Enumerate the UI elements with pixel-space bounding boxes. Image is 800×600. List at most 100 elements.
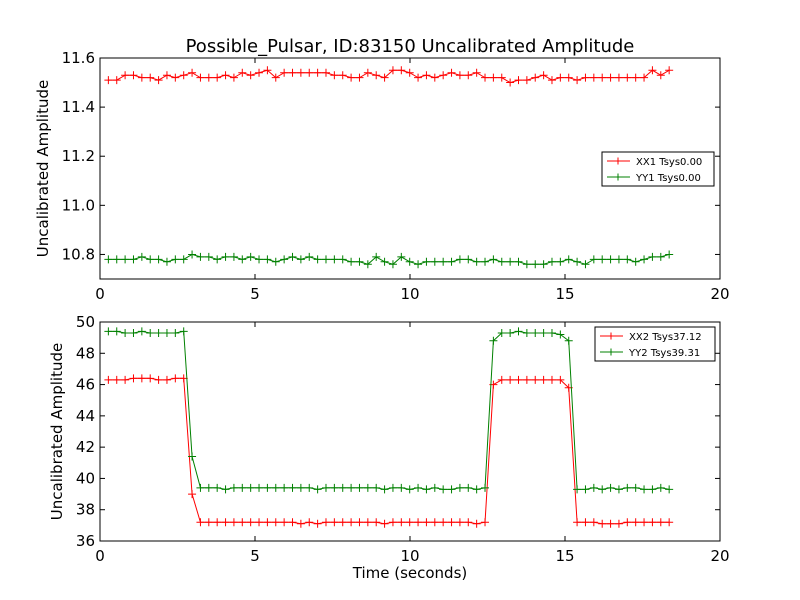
data-point (648, 66, 657, 75)
data-point (422, 71, 431, 80)
data-point (531, 328, 540, 337)
y-tick-label: 48 (76, 344, 95, 362)
data-point (547, 328, 556, 337)
data-point (623, 518, 632, 527)
data-point (330, 71, 339, 80)
data-point (598, 73, 607, 82)
data-point (355, 73, 364, 82)
data-point (121, 255, 130, 264)
data-point (380, 485, 389, 494)
data-point (255, 483, 264, 492)
data-point (338, 483, 347, 492)
data-point (188, 250, 197, 259)
data-point (414, 73, 423, 82)
data-point (665, 485, 674, 494)
data-point (556, 73, 565, 82)
data-point (481, 73, 490, 82)
y-tick-label: 36 (76, 532, 95, 550)
legend-label: YY2 Tsys39.31 (628, 348, 700, 359)
data-point (581, 485, 590, 494)
data-point (280, 255, 289, 264)
data-point (171, 73, 180, 82)
data-point (280, 518, 289, 527)
y-tick-label: 40 (76, 469, 95, 487)
data-point (640, 518, 649, 527)
series-1 (104, 250, 674, 269)
data-point (547, 257, 556, 266)
data-point (497, 328, 506, 337)
data-point (204, 483, 213, 492)
data-point (296, 255, 305, 264)
data-point (271, 518, 280, 527)
data-point (564, 255, 573, 264)
data-point (196, 518, 205, 527)
data-point (137, 374, 146, 383)
data-point (171, 255, 180, 264)
legend-box (601, 151, 715, 187)
legend-label: XX2 Tsys37.12 (629, 332, 702, 343)
data-point (573, 257, 582, 266)
data-point (514, 375, 523, 384)
data-point (648, 518, 657, 527)
x-axis-label: Time (seconds) (352, 564, 468, 582)
data-point (464, 483, 473, 492)
data-point (631, 483, 640, 492)
y-tick-label: 42 (76, 438, 95, 456)
x-tick-label: 10 (400, 285, 419, 303)
data-point (171, 328, 180, 337)
x-tick-label: 5 (250, 547, 260, 565)
data-point (271, 257, 280, 266)
data-point (414, 518, 423, 527)
data-point (388, 483, 397, 492)
data-point (162, 328, 171, 337)
data-point (531, 73, 540, 82)
data-point (363, 483, 372, 492)
data-point (296, 483, 305, 492)
data-point (522, 328, 531, 337)
data-point (313, 255, 322, 264)
data-point (464, 71, 473, 80)
data-point (447, 257, 456, 266)
data-point (388, 66, 397, 75)
data-point (280, 483, 289, 492)
y-axis-label: Uncalibrated Amplitude (48, 343, 66, 520)
data-point (614, 73, 623, 82)
data-point (547, 375, 556, 384)
data-point (188, 490, 197, 499)
data-point (439, 518, 448, 527)
y-tick-label: 11.2 (62, 147, 95, 165)
data-point (606, 255, 615, 264)
data-point (665, 518, 674, 527)
series-0 (104, 66, 674, 87)
legend: XX1 Tsys0.00 YY1 Tsys0.00 (601, 151, 715, 187)
data-point (162, 71, 171, 80)
data-point (455, 71, 464, 80)
x-tick-label: 20 (710, 547, 729, 565)
y-tick-label: 10.8 (62, 245, 95, 263)
data-point (213, 73, 222, 82)
data-point (188, 68, 197, 77)
data-point (380, 257, 389, 266)
data-point (146, 374, 155, 383)
data-point (564, 336, 573, 345)
data-point (229, 73, 238, 82)
data-point (648, 485, 657, 494)
data-point (347, 73, 356, 82)
data-point (154, 76, 163, 85)
data-point (581, 73, 590, 82)
data-point (422, 485, 431, 494)
data-point (531, 375, 540, 384)
data-point (640, 485, 649, 494)
y-tick-label: 50 (76, 313, 95, 331)
axes-frame (99, 57, 721, 280)
legend-label: YY1 Tsys0.00 (635, 173, 701, 184)
data-point (589, 255, 598, 264)
data-point (531, 260, 540, 269)
data-point (589, 483, 598, 492)
data-point (397, 483, 406, 492)
data-point (447, 485, 456, 494)
data-point (321, 68, 330, 77)
data-point (405, 518, 414, 527)
data-point (397, 66, 406, 75)
data-point (179, 71, 188, 80)
